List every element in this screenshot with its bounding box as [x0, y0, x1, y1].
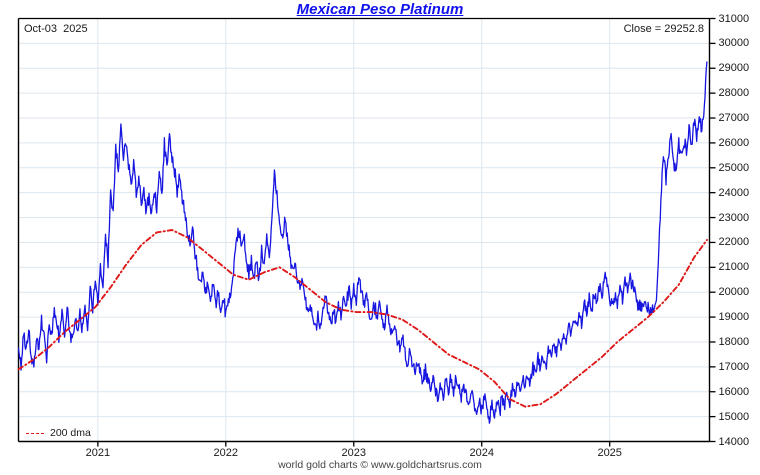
y-tick-label: 29000 — [718, 62, 750, 75]
x-tick-label: 2022 — [213, 447, 239, 459]
y-tick-label: 20000 — [718, 286, 750, 299]
y-tick-label: 21000 — [718, 261, 750, 274]
y-tick-label: 30000 — [718, 37, 750, 50]
y-tick-label: 28000 — [718, 87, 750, 100]
y-tick-label: 15000 — [718, 410, 750, 423]
x-tick-label: 2025 — [597, 447, 622, 459]
y-tick-label: 18000 — [718, 335, 750, 348]
y-tick-label: 17000 — [718, 360, 750, 373]
date-label: Oct-03 2025 — [24, 23, 88, 35]
y-tick-label: 19000 — [718, 311, 750, 324]
y-tick-label: 26000 — [718, 136, 750, 149]
y-tick-label: 27000 — [718, 112, 750, 125]
close-value-label: Close = 29252.8 — [623, 23, 704, 35]
x-tick-label: 2023 — [341, 447, 366, 459]
y-tick-label: 31000 — [718, 12, 750, 25]
y-tick-label: 23000 — [718, 211, 750, 224]
legend-label-200dma: 200 dma — [50, 427, 91, 439]
y-tick-label: 14000 — [718, 435, 750, 448]
dma-line-swatch-icon — [26, 432, 44, 434]
y-tick-label: 25000 — [718, 161, 750, 174]
y-tick-label: 16000 — [718, 385, 750, 398]
legend: 200 dma — [26, 427, 91, 439]
y-tick-label: 22000 — [718, 236, 750, 249]
y-tick-label: 24000 — [718, 186, 750, 199]
chart-title: Mexican Peso Platinum — [296, 1, 464, 18]
x-tick-label: 2021 — [85, 447, 111, 459]
x-tick-label: 2024 — [469, 447, 494, 459]
footer-credit: world gold charts © www.goldchartsrus.co… — [278, 459, 482, 471]
